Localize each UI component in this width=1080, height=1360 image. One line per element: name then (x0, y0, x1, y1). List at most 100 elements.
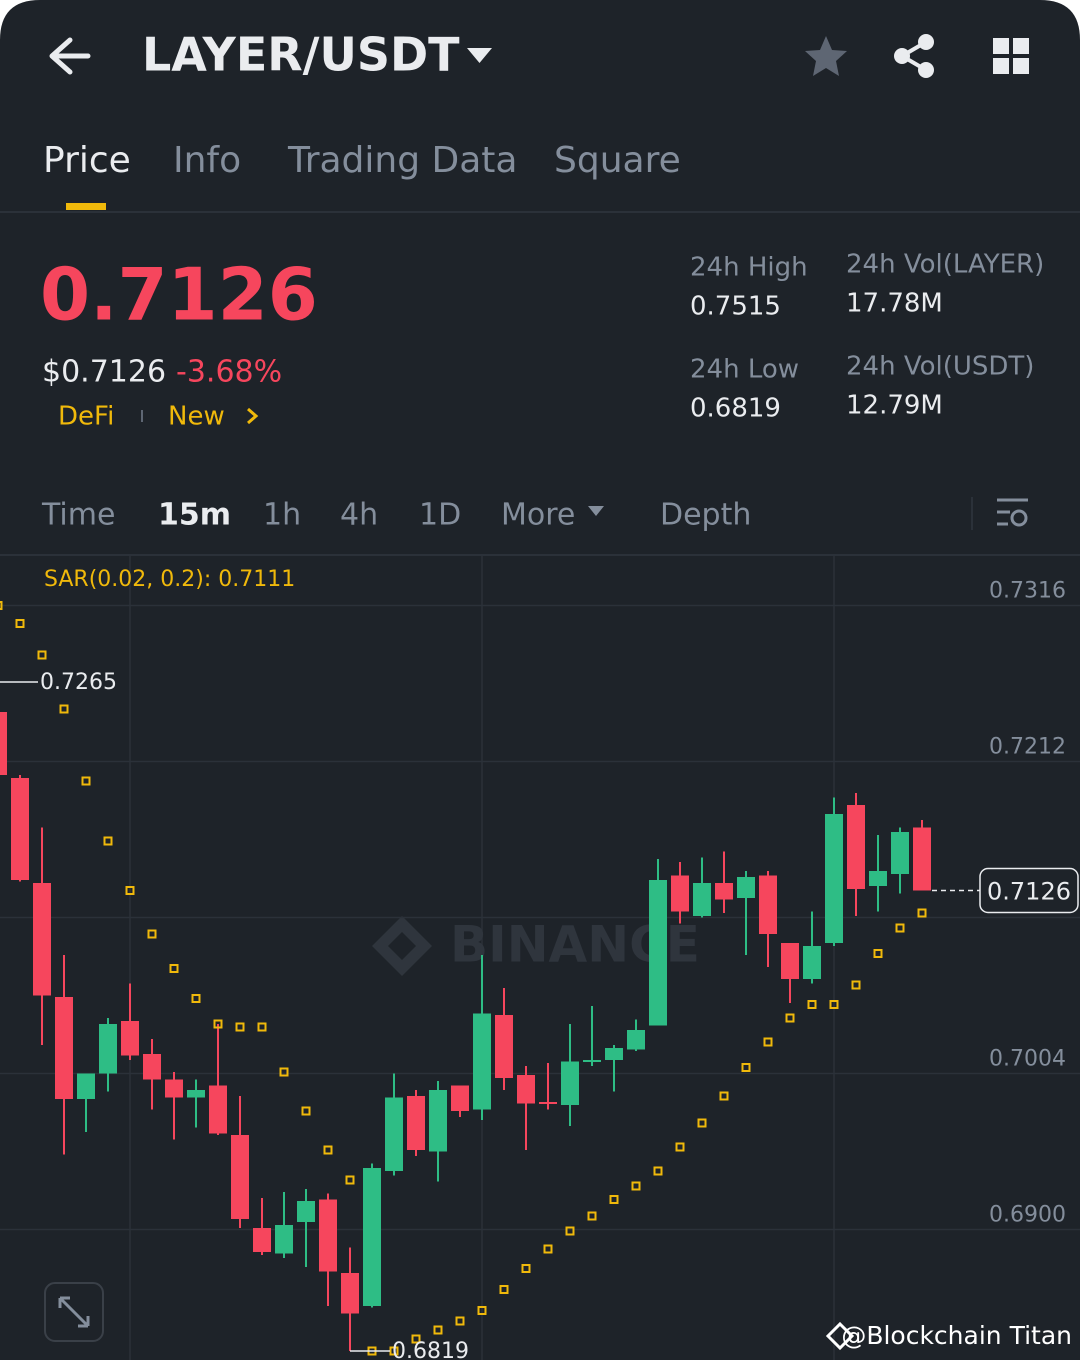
sar-dot (697, 1118, 707, 1128)
sar-dot (235, 1022, 245, 1032)
watermark-logo (372, 916, 432, 976)
sar-dot (653, 1166, 663, 1176)
tag[interactable]: DeFi (58, 402, 114, 432)
sar-dot (125, 886, 135, 895)
stat-label: 24h Vol(USDT) (846, 352, 1034, 382)
share-icon[interactable] (894, 34, 934, 78)
candle-body (825, 814, 843, 943)
sar-dot (829, 1000, 839, 1009)
grid-cell (993, 58, 1009, 74)
sar-dot (103, 836, 113, 846)
interval[interactable]: Time (41, 498, 115, 533)
candle-body (451, 1085, 469, 1111)
sar-dot (609, 1195, 619, 1204)
grid-cell (1013, 38, 1029, 54)
sar-dot (411, 1334, 421, 1344)
candle-body (253, 1228, 271, 1252)
y-tick-label: 0.7316 (989, 579, 1066, 604)
sar-dot (191, 994, 201, 1003)
stat-label: 24h High (690, 253, 808, 283)
interval[interactable]: 1D (419, 498, 461, 533)
candle-body (165, 1079, 183, 1098)
candle-body (385, 1097, 403, 1171)
sar-dot (543, 1244, 553, 1254)
sar-dot (851, 980, 861, 990)
sar-dot (873, 949, 883, 958)
candle-body (671, 875, 689, 912)
back-button[interactable] (49, 37, 91, 75)
expand-button[interactable] (44, 1282, 104, 1342)
interval[interactable]: 1h (263, 498, 301, 533)
sar-dot (807, 1000, 817, 1009)
tag[interactable]: New (168, 402, 225, 432)
sar-dot (213, 1019, 223, 1029)
pair-title[interactable]: LAYER/USDT (142, 28, 460, 82)
candle-body (473, 1013, 491, 1110)
last-price-box (979, 867, 1079, 914)
tab[interactable]: Price (43, 140, 131, 181)
credit: @Blockchain Titan (841, 1321, 1072, 1350)
candle-body (627, 1030, 645, 1050)
y-tick-label: 0.7212 (989, 735, 1066, 760)
settings-gear (1010, 509, 1028, 527)
sar-dot (389, 1346, 399, 1356)
candle-body (737, 877, 755, 898)
sar-dot (37, 650, 47, 660)
usd-price: $0.7126 (42, 355, 166, 390)
candle-body (605, 1048, 623, 1060)
candle-body (847, 805, 865, 889)
candle-body (0, 712, 7, 775)
interval[interactable]: More (501, 498, 575, 533)
sar-dot (741, 1063, 751, 1072)
last-price: 0.7126 (40, 253, 318, 337)
sar-dot (785, 1013, 795, 1023)
sar-dot (477, 1306, 487, 1315)
tab[interactable]: Trading Data (287, 140, 517, 181)
sar-dot (0, 601, 3, 610)
credit-logo (825, 1321, 855, 1351)
candle-body (187, 1090, 205, 1098)
y-tick-label: 0.6900 (989, 1203, 1066, 1228)
grid-icon[interactable] (993, 38, 1029, 74)
interval[interactable]: 4h (340, 498, 378, 533)
sar-dot (521, 1264, 531, 1273)
tab[interactable]: Info (173, 140, 241, 181)
stat-label: 24h Vol(LAYER) (846, 250, 1044, 280)
candle-body (77, 1073, 95, 1099)
tab[interactable]: Square (554, 140, 681, 181)
last-price-label: 0.7126 (987, 878, 1071, 906)
interval[interactable]: 15m (158, 498, 231, 533)
sar-dot (301, 1106, 311, 1116)
interval[interactable]: Depth (660, 498, 751, 533)
candle-body (121, 1021, 139, 1056)
stat-label: 24h Low (690, 355, 799, 385)
candle-body (561, 1061, 579, 1105)
indicator-label: SAR(0.02, 0.2): 0.7111 (44, 567, 295, 592)
candle-body (495, 1015, 513, 1078)
candle-body (209, 1085, 227, 1134)
sar-dot (15, 619, 25, 628)
candle-body (715, 883, 733, 900)
candle-body (11, 778, 29, 880)
more-dropdown[interactable] (588, 506, 604, 516)
stat-value: 0.7515 (690, 292, 781, 322)
candle-body (407, 1096, 425, 1150)
settings-lines (997, 498, 1028, 526)
pair-dropdown[interactable] (467, 48, 492, 63)
sar-dot (631, 1181, 641, 1191)
candle-body (913, 827, 931, 891)
favorite-icon[interactable] (805, 36, 847, 76)
candle-body (275, 1225, 293, 1254)
price-change: -3.68% (176, 355, 282, 390)
candle-body (759, 875, 777, 934)
sar-dot (323, 1145, 333, 1155)
sar-dot (169, 964, 179, 973)
sar-dot (147, 929, 157, 939)
sar-dot (895, 923, 905, 933)
candle-body (363, 1168, 381, 1306)
candle-body (297, 1201, 315, 1222)
candle-body (693, 883, 711, 916)
chart-settings-icon[interactable] (997, 498, 1028, 527)
sar-dot (587, 1211, 597, 1221)
